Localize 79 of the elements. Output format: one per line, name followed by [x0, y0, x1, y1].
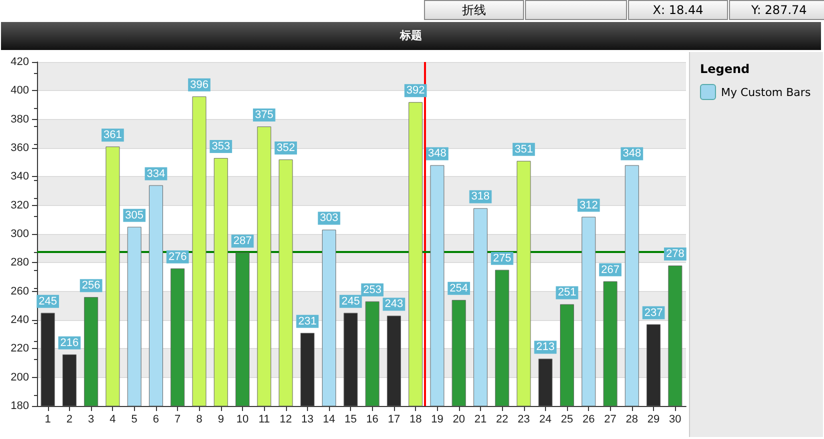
legend-title: Legend [700, 62, 750, 76]
data-label: 287 [233, 235, 252, 248]
data-label: 361 [104, 129, 122, 142]
data-label: 213 [536, 341, 555, 354]
x-tick-label: 14 [322, 414, 336, 426]
data-label: 237 [644, 306, 663, 319]
x-tick-label: 3 [88, 414, 94, 426]
y-tick-label: 420 [10, 56, 29, 68]
data-label: 334 [146, 168, 166, 180]
y-tick-label: 220 [10, 342, 29, 355]
data-label: 353 [212, 140, 230, 153]
data-label: 305 [125, 209, 144, 222]
x-tick-label: 28 [626, 414, 638, 426]
chart-title: 标题 [1, 22, 821, 50]
data-label: 278 [666, 248, 684, 260]
x-tick-label: 26 [582, 414, 595, 426]
x-tick-label: 11 [258, 414, 270, 426]
y-tick-label: 380 [10, 113, 29, 126]
x-tick-label: 21 [474, 414, 487, 426]
y-tick-label: 400 [10, 84, 29, 97]
x-tick-label: 19 [431, 414, 444, 426]
y-tick-label: 360 [10, 142, 29, 154]
y-tick-label: 240 [10, 314, 29, 326]
y-tick-label: 300 [10, 228, 29, 240]
x-tick-label: 16 [366, 414, 378, 426]
text: Y: 287.74 [729, 0, 824, 20]
data-label: 348 [622, 148, 642, 160]
y-tick-label: 260 [10, 285, 29, 298]
y-tick-label: 340 [10, 170, 29, 183]
x-tick-label: 18 [409, 414, 422, 426]
data-label: 396 [190, 78, 208, 91]
x-tick-label: 25 [560, 414, 574, 426]
data-label: 352 [276, 142, 295, 154]
data-label: 216 [60, 336, 79, 349]
data-label: 231 [298, 315, 317, 328]
data-label: 267 [601, 264, 620, 276]
data-label: 276 [168, 250, 187, 263]
x-tick-label: 23 [518, 414, 530, 426]
y-tick-label: 200 [10, 371, 29, 384]
data-label: 254 [450, 282, 468, 294]
data-label: 303 [320, 212, 338, 224]
x-tick-label: 27 [604, 414, 616, 426]
x-tick-label: 9 [218, 414, 224, 426]
data-label: 275 [492, 252, 512, 264]
data-label: 312 [579, 199, 598, 212]
x-tick-label: 20 [452, 414, 465, 426]
data-label: 245 [38, 295, 57, 308]
text: 折线 [424, 0, 524, 20]
y-tick-label: 320 [10, 199, 29, 212]
x-tick-label: 15 [344, 414, 357, 426]
data-label: 392 [406, 84, 425, 97]
x-tick-label: 6 [152, 414, 160, 426]
x-tick-label: 30 [669, 414, 682, 426]
x-tick-label: 13 [301, 414, 314, 426]
y-tick-label: 280 [10, 256, 29, 269]
x-tick-label: 2 [66, 414, 73, 426]
data-label: 253 [363, 284, 382, 296]
x-tick-label: 12 [280, 414, 292, 426]
x-tick-label: 10 [236, 414, 249, 426]
x-tick-label: 29 [647, 414, 660, 426]
data-label: 348 [428, 148, 446, 160]
text: X: 18.44 [628, 0, 728, 20]
legend-label: My Custom Bars [721, 86, 811, 98]
x-tick-label: 24 [539, 414, 552, 426]
data-label: 245 [342, 295, 360, 308]
y-tick-label: 180 [10, 400, 29, 412]
x-tick-label: 1 [44, 414, 51, 426]
data-label: 375 [254, 109, 274, 121]
data-label: 318 [471, 190, 490, 203]
data-label: 256 [82, 280, 100, 292]
x-tick-label: 22 [496, 414, 508, 426]
data-label: 243 [384, 298, 404, 310]
x-tick-label: 4 [110, 414, 116, 426]
x-tick-label: 7 [174, 414, 181, 426]
data-label: 351 [514, 143, 533, 156]
data-label: 251 [558, 286, 576, 299]
x-tick-label: 8 [196, 414, 202, 426]
x-tick-label: 5 [131, 414, 138, 426]
x-tick-label: 17 [388, 414, 400, 426]
